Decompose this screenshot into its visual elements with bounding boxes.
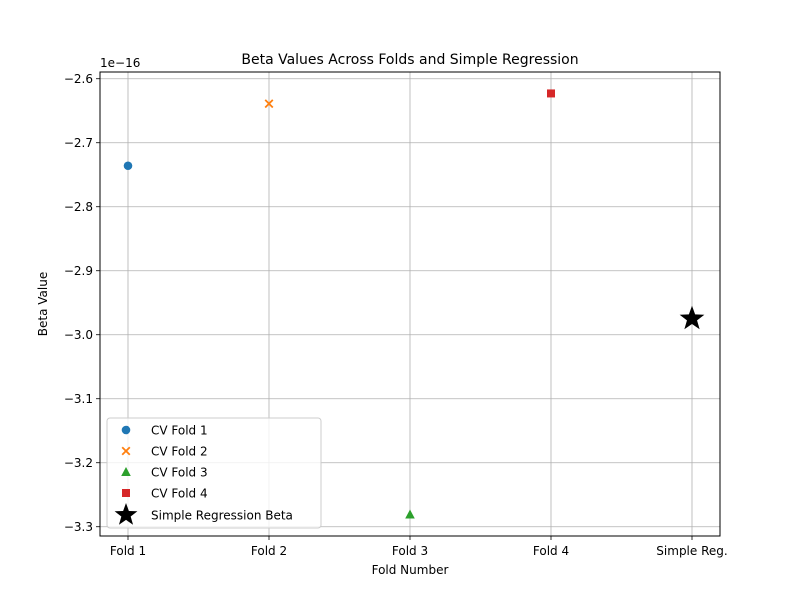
legend-frame <box>106 417 322 529</box>
x-tick-label: Fold 4 <box>533 544 569 558</box>
legend-marker <box>122 489 130 497</box>
y-offset-label: 1e−16 <box>100 56 140 70</box>
y-tick-label: −2.9 <box>64 264 93 278</box>
legend-marker <box>121 467 131 476</box>
legend-entries: CV Fold 1 CV Fold 2 CV Fold 3 CV Fold 4 Simp… <box>114 424 293 525</box>
data-point-simple-regression-beta <box>679 305 705 330</box>
y-tick-label: −3.2 <box>64 456 93 470</box>
data-point-cv-fold-1 <box>123 161 133 171</box>
y-tick-label: −3.0 <box>64 328 93 342</box>
legend-marker <box>121 425 131 435</box>
data-markers <box>123 89 705 519</box>
legend-marker <box>114 503 138 525</box>
data-point-cv-fold-3 <box>405 509 415 519</box>
y-axis-label: Beta Value <box>36 272 50 336</box>
x-tick-label: Fold 2 <box>251 544 287 558</box>
legend-label: Simple Regression Beta <box>151 509 293 523</box>
legend-label: CV Fold 3 <box>151 466 208 480</box>
data-point-cv-fold-4 <box>547 89 555 98</box>
legend-label: CV Fold 4 <box>151 487 208 501</box>
legend-label: CV Fold 2 <box>151 445 208 459</box>
x-tick-label: Simple Reg. <box>656 544 727 558</box>
chart-title: Beta Values Across Folds and Simple Regr… <box>241 52 578 68</box>
legend-marker <box>121 446 131 456</box>
x-tick-label: Fold 3 <box>392 544 428 558</box>
x-tick-label: Fold 1 <box>110 544 146 558</box>
x-axis-label: Fold Number <box>372 563 449 577</box>
ticks: Fold 1 Fold 2 Fold 3 Fold 4 Simple Reg. −2.6 −… <box>64 72 728 558</box>
legend-label: CV Fold 1 <box>151 424 208 438</box>
y-tick-label: −2.6 <box>64 72 93 86</box>
y-tick-label: −2.8 <box>64 200 93 214</box>
legend: CV Fold 1 CV Fold 2 CV Fold 3 CV Fold 4 Simp… <box>106 417 322 529</box>
y-tick-label: −2.7 <box>64 136 93 150</box>
y-tick-label: −3.3 <box>64 520 93 534</box>
y-tick-label: −3.1 <box>64 392 93 406</box>
data-point-cv-fold-2 <box>264 99 274 109</box>
